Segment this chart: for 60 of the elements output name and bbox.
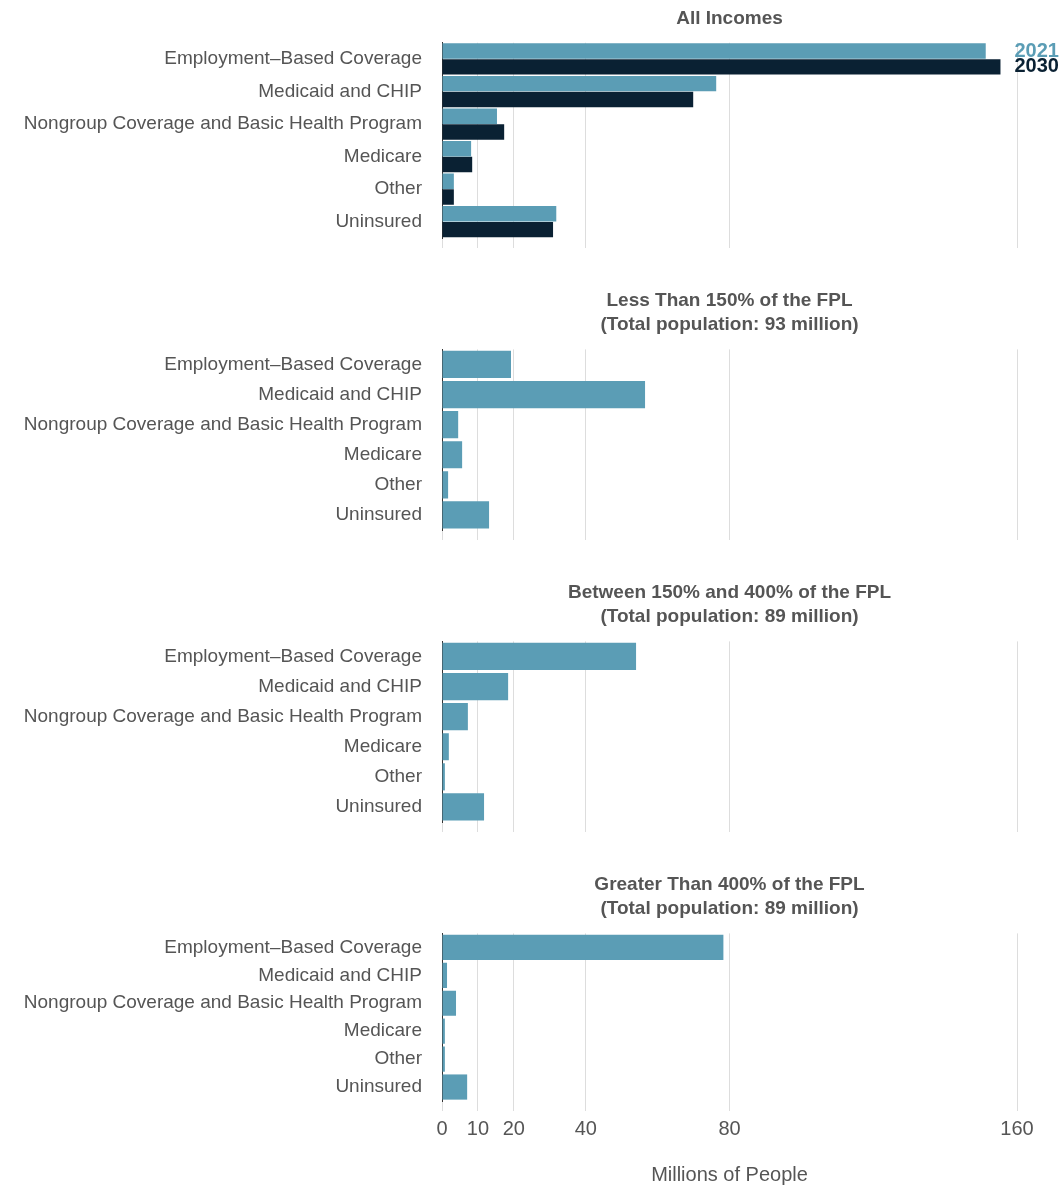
bar [442, 793, 485, 821]
y-tick-label: Uninsured [335, 503, 422, 525]
y-tick-label: Employment–Based Coverage [164, 644, 422, 666]
y-tick-label: Nongroup Coverage and Basic Health Program [23, 991, 422, 1013]
y-tick-label: Medicare [343, 1019, 422, 1041]
bar [442, 75, 717, 92]
y-tick-label: Nongroup Coverage and Basic Health Program [23, 704, 422, 726]
chart-title: Between 150% and 400% of the FPL (Total population: 89 million) [567, 580, 892, 627]
x-axis-title: Millions of People [651, 1162, 808, 1185]
y-tick-label: Medicare [343, 734, 422, 756]
chart-title: Greater Than 400% of the FPL (Total population: 89 million) [594, 872, 866, 919]
y-tick-label: Medicaid and CHIP [258, 674, 422, 696]
bar [442, 108, 497, 124]
y-tick-label: Medicare [343, 442, 422, 464]
bar [442, 173, 454, 190]
y-tick-label: Employment–Based Coverage [164, 352, 422, 374]
bar [442, 43, 986, 59]
y-tick-label: Uninsured [335, 209, 422, 231]
bar [442, 59, 1001, 75]
bar [442, 380, 646, 409]
bar [442, 411, 459, 439]
bar [442, 441, 463, 469]
bar [442, 1074, 468, 1100]
bar [442, 990, 457, 1016]
y-tick-label: Nongroup Coverage and Basic Health Program [23, 112, 422, 134]
x-tick-label: 160 [1000, 1116, 1034, 1139]
y-tick-label: Medicaid and CHIP [258, 963, 422, 985]
bar [442, 141, 472, 157]
bar [442, 91, 694, 108]
y-tick-label: Other [374, 1047, 423, 1069]
chart-title: All Incomes [676, 6, 783, 28]
y-tick-label: Employment–Based Coverage [164, 47, 422, 69]
y-tick-label: Medicaid and CHIP [258, 79, 422, 101]
x-tick-label: 10 [466, 1116, 490, 1139]
y-tick-label: Other [374, 177, 423, 199]
bar [442, 642, 637, 671]
bar [442, 221, 554, 238]
bar [442, 672, 509, 701]
y-tick-label: Nongroup Coverage and Basic Health Program [23, 412, 422, 434]
bar [442, 206, 557, 222]
x-tick-label: 0 [436, 1116, 448, 1139]
bar [442, 733, 449, 761]
bar [442, 124, 505, 140]
bar [442, 156, 473, 173]
y-tick-label: Uninsured [335, 795, 422, 817]
bar [442, 934, 724, 960]
bar [442, 350, 511, 379]
chart-title: Less Than 150% of the FPL (Total population: 93 million) [600, 288, 859, 335]
y-tick-label: Medicaid and CHIP [258, 382, 422, 404]
y-tick-label: Employment–Based Coverage [164, 935, 422, 957]
y-tick-label: Uninsured [335, 1075, 422, 1097]
y-tick-label: Medicare [343, 144, 422, 166]
bar [442, 501, 490, 529]
x-tick-label: 40 [574, 1116, 597, 1139]
bar [442, 189, 454, 205]
x-tick-label: 20 [502, 1116, 525, 1139]
x-tick-label: 80 [718, 1116, 741, 1139]
bar [442, 703, 468, 731]
y-tick-label: Other [374, 473, 423, 495]
y-tick-label: Other [374, 765, 423, 787]
